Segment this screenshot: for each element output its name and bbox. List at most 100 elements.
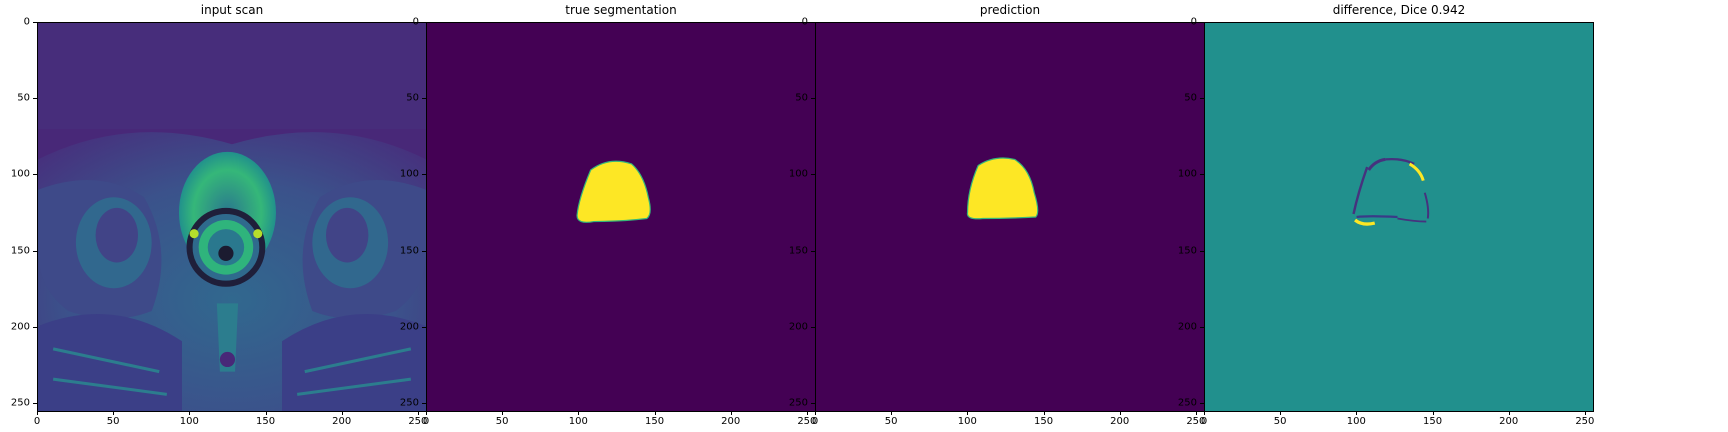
x-tick-mark [967,411,969,415]
y-tick-mark [811,22,815,23]
x-tick-label: 250 [797,416,817,427]
x-tick-mark [189,411,191,415]
y-tick-label: 200 [1177,321,1197,333]
y-tick-label: 0 [412,16,419,28]
y-tick-mark [422,174,426,176]
y-tick-label: 100 [10,168,30,180]
x-tick-mark [1356,411,1358,415]
x-tick-mark [265,411,267,415]
y-tick-mark [422,326,426,328]
x-tick-label: 100 [957,416,977,427]
x-tick-mark [1195,411,1197,415]
x-tick-label: 150 [1422,416,1443,427]
x-tick-label: 250 [1575,416,1595,427]
y-tick-label: 150 [10,245,30,257]
x-tick-label: 150 [644,416,665,427]
x-tick-mark [426,411,427,415]
y-tick-label: 100 [788,168,808,180]
y-tick-label: 150 [1177,245,1197,257]
x-tick-mark [815,411,816,415]
x-tick-label: 200 [1110,416,1130,427]
y-tick-label: 250 [399,397,419,409]
x-tick-mark [578,411,580,415]
y-tick-mark [422,22,426,23]
panel-title: difference, Dice 0.942 [1332,3,1466,17]
y-tick-label: 150 [788,245,808,257]
y-tick-mark [811,174,815,176]
x-tick-label: 200 [332,416,352,427]
y-tick-label: 100 [1177,168,1197,180]
x-tick-label: 100 [568,416,588,427]
y-tick-mark [422,402,426,404]
x-tick-label: 250 [1186,416,1206,427]
x-tick-mark [654,411,656,415]
x-tick-label: 150 [1033,416,1054,427]
x-tick-mark [1280,411,1282,415]
y-tick-mark [33,326,37,328]
true-segmentation-image [426,22,816,412]
panel-difference: difference, Dice 0.942 0 0 50 50 100 100 150 15… [1167,0,1595,432]
y-tick-mark [811,326,815,328]
y-tick-mark [422,250,426,252]
y-tick-mark [1200,98,1204,100]
x-tick-label: 100 [179,416,199,427]
difference-image [1204,22,1594,412]
x-tick-label: 0 [422,416,430,427]
x-tick-mark [891,411,893,415]
x-tick-label: 200 [1499,416,1519,427]
y-tick-label: 100 [399,168,419,180]
y-tick-mark [33,98,37,100]
x-tick-label: 0 [1200,416,1208,427]
x-tick-mark [502,411,504,415]
x-tick-label: 150 [255,416,276,427]
y-tick-mark [811,402,815,404]
x-tick-mark [113,411,115,415]
prediction-image [815,22,1205,412]
y-tick-mark [811,250,815,252]
x-tick-mark [1584,411,1586,415]
y-tick-label: 250 [10,397,30,409]
x-tick-mark [806,411,808,415]
y-tick-label: 0 [23,16,30,28]
x-tick-mark [1043,411,1045,415]
panel-title: input scan [200,3,264,17]
x-tick-label: 50 [884,416,898,427]
y-tick-label: 200 [788,321,808,333]
y-tick-mark [1200,402,1204,404]
y-tick-mark [33,402,37,404]
x-tick-label: 50 [1273,416,1287,427]
x-tick-label: 0 [33,416,41,427]
x-tick-mark [341,411,343,415]
y-tick-mark [422,98,426,100]
x-tick-mark [1432,411,1434,415]
x-tick-mark [1204,411,1205,415]
y-tick-label: 150 [399,245,419,257]
y-tick-label: 50 [406,92,419,104]
panel-title: prediction [979,3,1041,17]
y-tick-label: 0 [1190,16,1197,28]
x-tick-label: 0 [811,416,819,427]
y-tick-label: 250 [788,397,808,409]
y-tick-mark [1200,250,1204,252]
x-tick-label: 50 [495,416,509,427]
y-tick-label: 0 [801,16,808,28]
y-tick-mark [33,250,37,252]
y-tick-mark [1200,22,1204,23]
input-scan-image [37,22,427,412]
y-tick-mark [811,98,815,100]
x-tick-mark [417,411,419,415]
x-tick-mark [1119,411,1121,415]
y-tick-mark [33,22,37,23]
y-tick-label: 50 [795,92,808,104]
x-tick-mark [37,411,38,415]
y-tick-label: 200 [10,321,30,333]
y-tick-label: 50 [1184,92,1197,104]
y-tick-label: 50 [17,92,30,104]
y-tick-label: 200 [399,321,419,333]
panel-input-scan: input scan [0,0,428,432]
x-tick-label: 100 [1346,416,1366,427]
panel-prediction: prediction 0 0 50 50 100 100 150 150 200 200 250 25… [778,0,1206,432]
x-tick-mark [730,411,732,415]
x-tick-label: 250 [408,416,428,427]
panel-title: true segmentation [565,3,677,17]
